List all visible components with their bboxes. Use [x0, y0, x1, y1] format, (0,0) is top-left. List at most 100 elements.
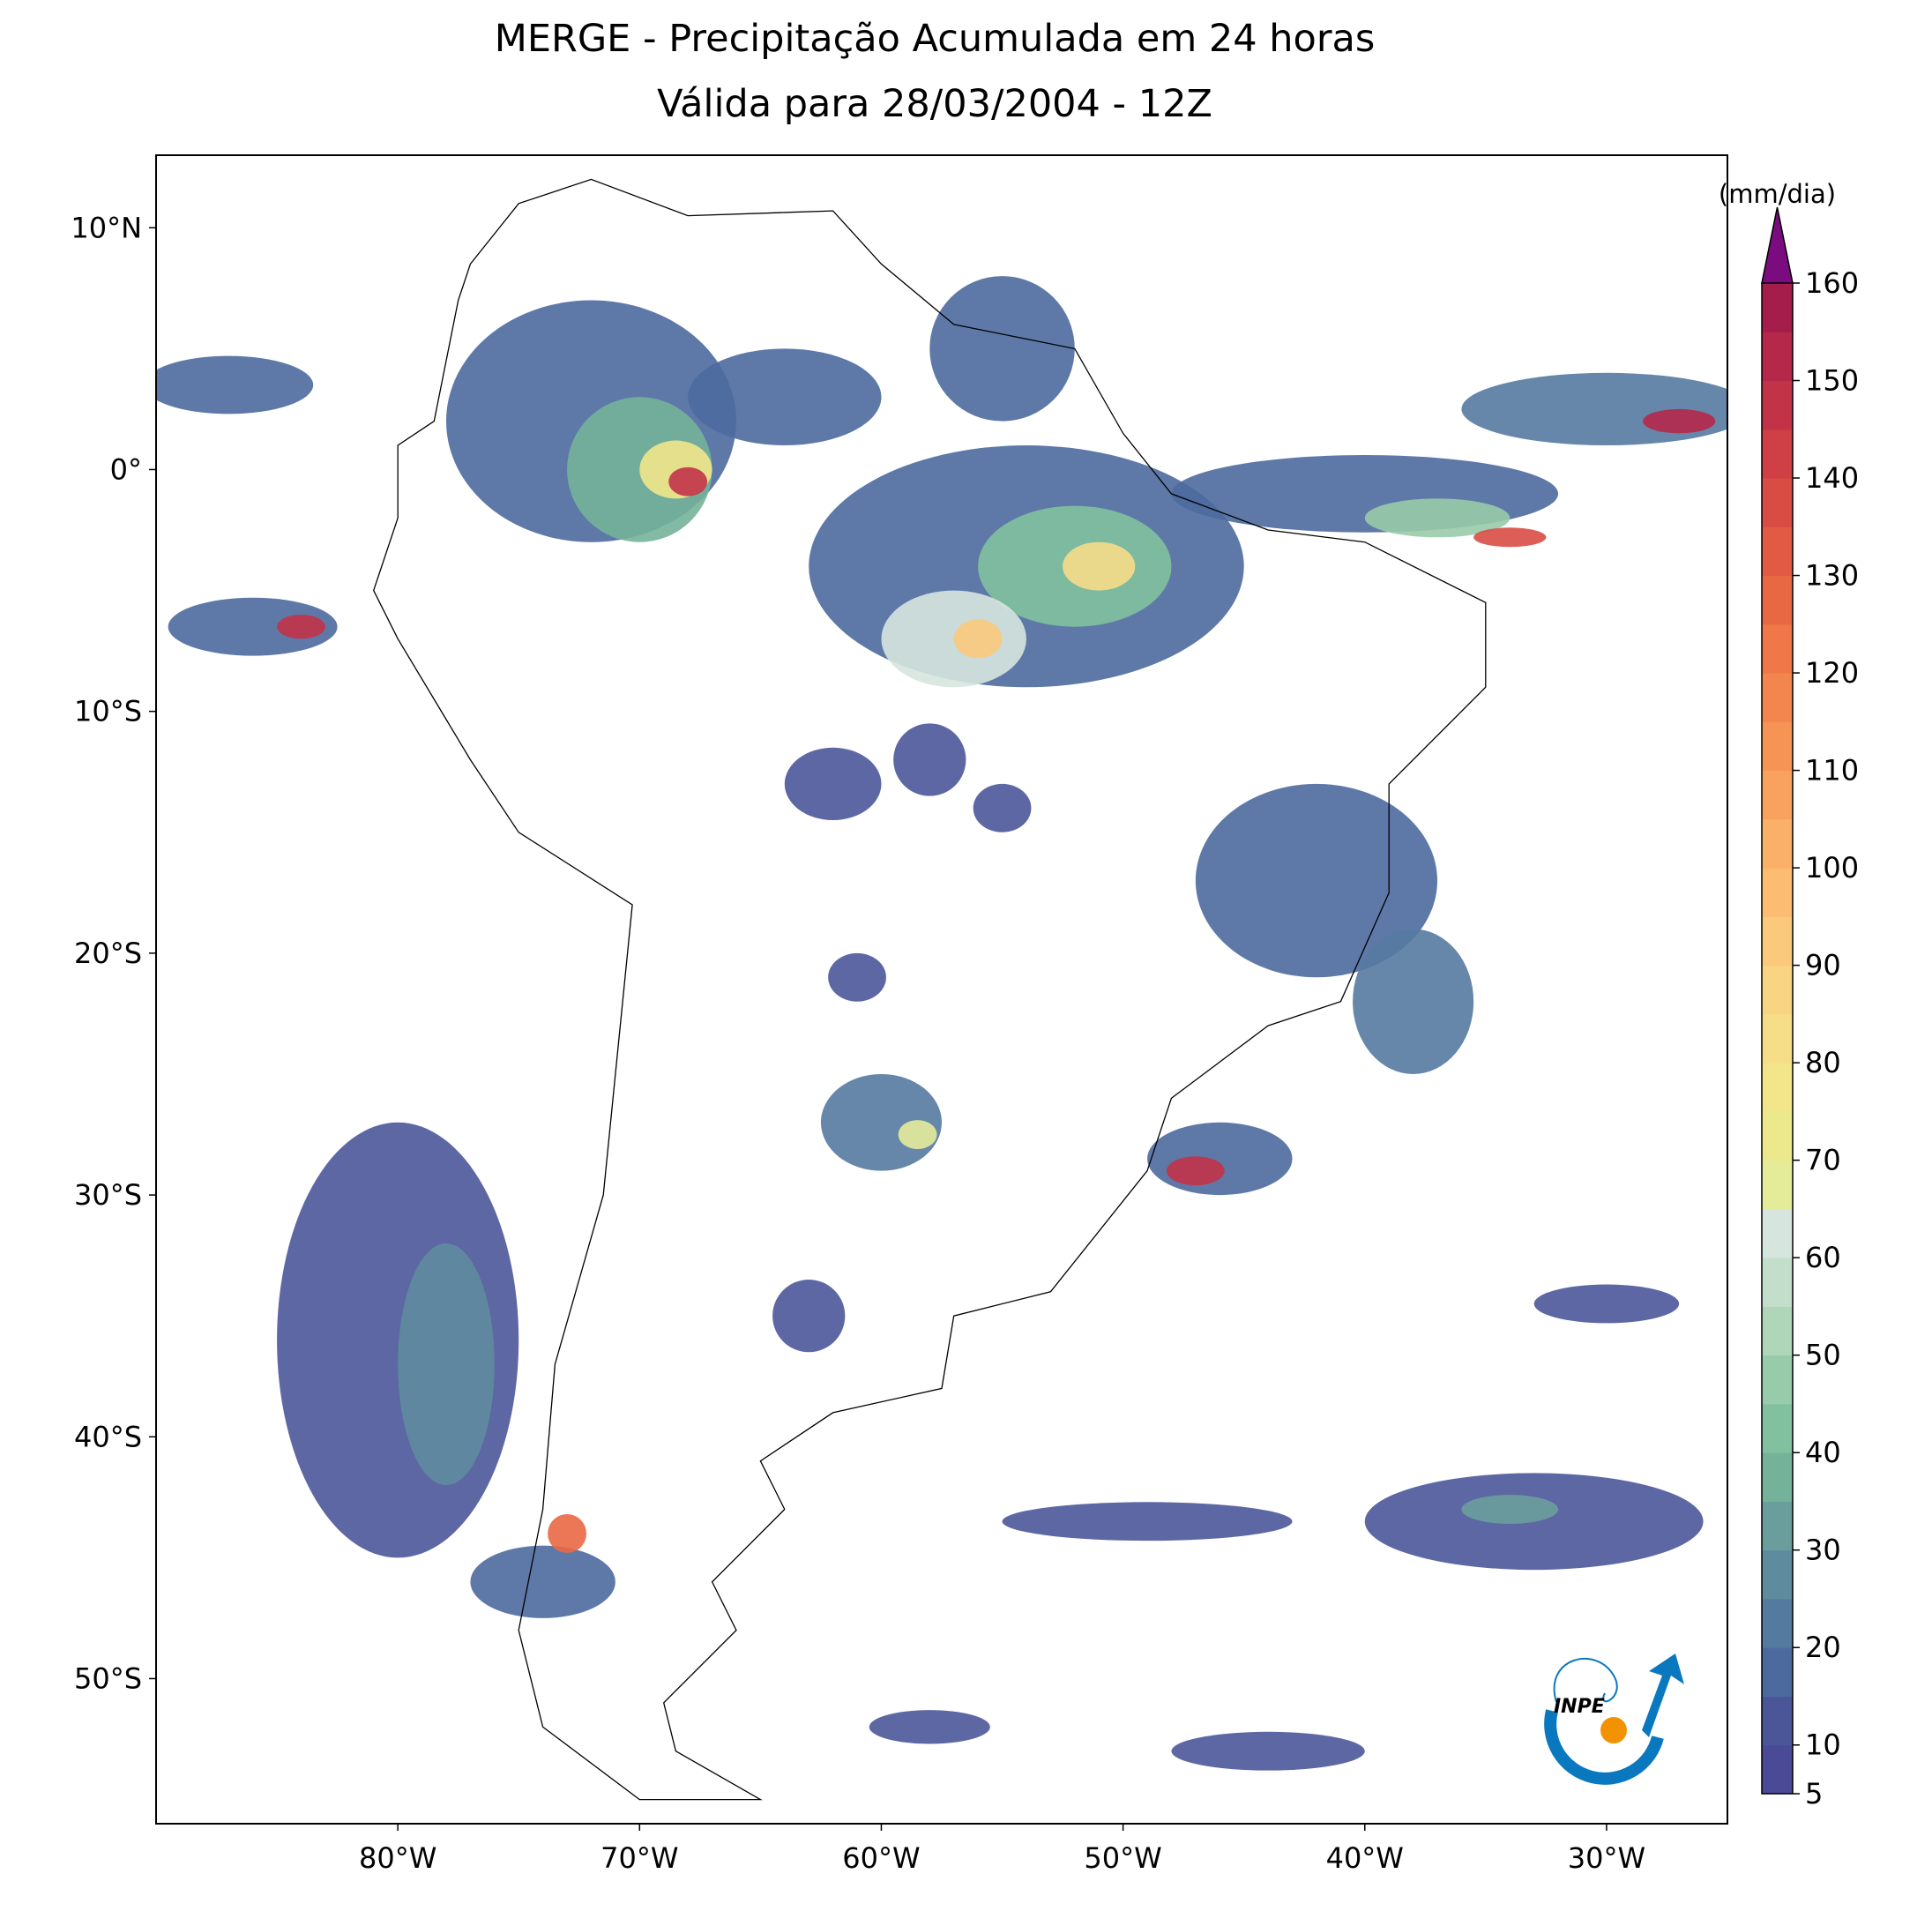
coastline: [372, 178, 1487, 1801]
colorbar-label: (mm/dia): [1719, 179, 1836, 209]
rain-patch: [1643, 408, 1716, 434]
logo-arrow: [1642, 1653, 1684, 1737]
colorbar-tick-label: 30: [1805, 1534, 1841, 1567]
colorbar-tick-label: 80: [1805, 1046, 1841, 1079]
rain-patch: [1195, 783, 1438, 978]
x-tick-label: 60°W: [842, 1841, 920, 1875]
colorbar-segment: [1762, 1452, 1793, 1502]
colorbar-segment: [1762, 1647, 1793, 1697]
rain-patch: [1166, 1156, 1225, 1186]
logo-orbit: [1553, 1657, 1618, 1703]
rain-patch: [548, 1514, 586, 1553]
colorbar-segment: [1762, 1306, 1793, 1356]
colorbar-segment: [1762, 1355, 1793, 1405]
rain-patch: [953, 619, 1003, 659]
y-tick-label: 20°S: [74, 937, 142, 970]
map-frame: [155, 154, 1728, 1825]
colorbar-segment: [1762, 478, 1793, 527]
map: 80°W 70°W 60°W 50°W 40°W 30°W 10°N 0° 10°S 20°S 30…: [71, 154, 1728, 1875]
rain-patch: [1353, 929, 1474, 1074]
colorbar-tick-label: 50: [1805, 1339, 1841, 1372]
colorbar-segment: [1762, 1013, 1793, 1064]
y-tick-label: 50°S: [74, 1661, 142, 1695]
rain-patch: [1364, 498, 1511, 538]
colorbar-segment: [1762, 1598, 1793, 1648]
colorbar-tick-label: 130: [1805, 559, 1859, 593]
colorbar-segment: [1762, 1111, 1793, 1161]
colorbar-segment: [1762, 1160, 1793, 1210]
colorbar-tick-label: 120: [1805, 656, 1859, 690]
rain-patch: [898, 1120, 937, 1149]
rain-patch: [567, 397, 712, 542]
colorbar-segment: [1762, 283, 1793, 332]
rain-patch: [784, 747, 882, 821]
colorbar-segment: [1762, 429, 1793, 479]
colorbar-segment: [1762, 1403, 1793, 1453]
rain-patch: [828, 952, 886, 1002]
colorbar-segment: [1762, 721, 1793, 772]
logo-sun: [1600, 1717, 1627, 1743]
colorbar-segment: [1762, 1549, 1793, 1600]
colorbar-segment: [1762, 1501, 1793, 1551]
title: MERGE - Precipitação Acumulada em 24 hor…: [495, 17, 1376, 61]
x-tick-label: 80°W: [359, 1841, 436, 1875]
subtitle: Válida para 28/03/2004 - 12Z: [657, 82, 1212, 126]
x-tick-label: 70°W: [600, 1841, 678, 1875]
colorbar-segment: [1762, 1258, 1793, 1307]
logo-text: INPE: [1554, 1696, 1605, 1718]
rain-patch: [168, 597, 338, 656]
y-tick-label: 40°S: [74, 1420, 142, 1453]
colorbar-segment: [1762, 868, 1793, 917]
colorbar-segment: [1762, 770, 1793, 820]
rain-patch: [1461, 1495, 1559, 1524]
colorbar: 5 10 20 30 40 50 60 70 80 90 100 110 120 130 140 150 160…: [1719, 179, 1859, 1810]
rain-patch: [470, 1545, 615, 1618]
precipitation: [156, 276, 1727, 1771]
rain-patch: [973, 783, 1032, 832]
colorbar-tick-label: 150: [1805, 364, 1859, 398]
rain-patch: [1461, 372, 1727, 446]
colorbar-tick-label: 110: [1805, 754, 1859, 788]
x-tick-label: 50°W: [1084, 1841, 1161, 1875]
y-tick-label: 0°: [110, 452, 142, 486]
colorbar-tick-label: 70: [1805, 1144, 1841, 1177]
colorbar-tick-label: 5: [1805, 1777, 1823, 1810]
x-tick-label: 30°W: [1568, 1841, 1645, 1875]
rain-patch: [688, 348, 882, 446]
logo-arc: [1544, 1709, 1664, 1785]
rain-patch: [1533, 1284, 1680, 1324]
colorbar-segment: [1762, 916, 1793, 967]
rain-patch: [156, 355, 314, 414]
rain-patch: [668, 467, 708, 496]
colorbar-segment: [1762, 1744, 1793, 1795]
rain-patch: [1171, 1731, 1365, 1771]
rain-patch: [1473, 527, 1547, 548]
colorbar-tick-label: 20: [1805, 1631, 1841, 1664]
rain-patch: [1147, 1122, 1293, 1196]
colorbar-segment: [1762, 526, 1793, 577]
colorbar-segment: [1762, 380, 1793, 430]
colorbar-segment: [1762, 965, 1793, 1015]
rain-patch: [929, 276, 1075, 422]
colorbar-segment: [1762, 673, 1793, 722]
colorbar-tick-label: 160: [1805, 266, 1859, 300]
rain-patch: [1002, 1502, 1293, 1541]
rain-patch: [398, 1243, 495, 1486]
colorbar-segment: [1762, 332, 1793, 382]
rain-patch: [1063, 541, 1136, 591]
rain-patch: [881, 590, 1026, 688]
logo: INPE: [1544, 1653, 1684, 1785]
colorbar-segment: [1762, 1208, 1793, 1258]
colorbar-segment: [1762, 623, 1793, 674]
x-tick-label: 40°W: [1326, 1841, 1404, 1875]
colorbar-segment: [1762, 575, 1793, 625]
colorbar-segment: [1762, 818, 1793, 869]
colorbar-tick-label: 140: [1805, 461, 1859, 495]
colorbar-segment: [1762, 1063, 1793, 1112]
colorbar-tick-label: 100: [1805, 851, 1859, 885]
colorbar-extend: [1761, 206, 1794, 284]
colorbar-segment: [1762, 1696, 1793, 1746]
y-tick-label: 10°S: [74, 695, 142, 728]
y-tick-label: 10°N: [71, 211, 142, 244]
